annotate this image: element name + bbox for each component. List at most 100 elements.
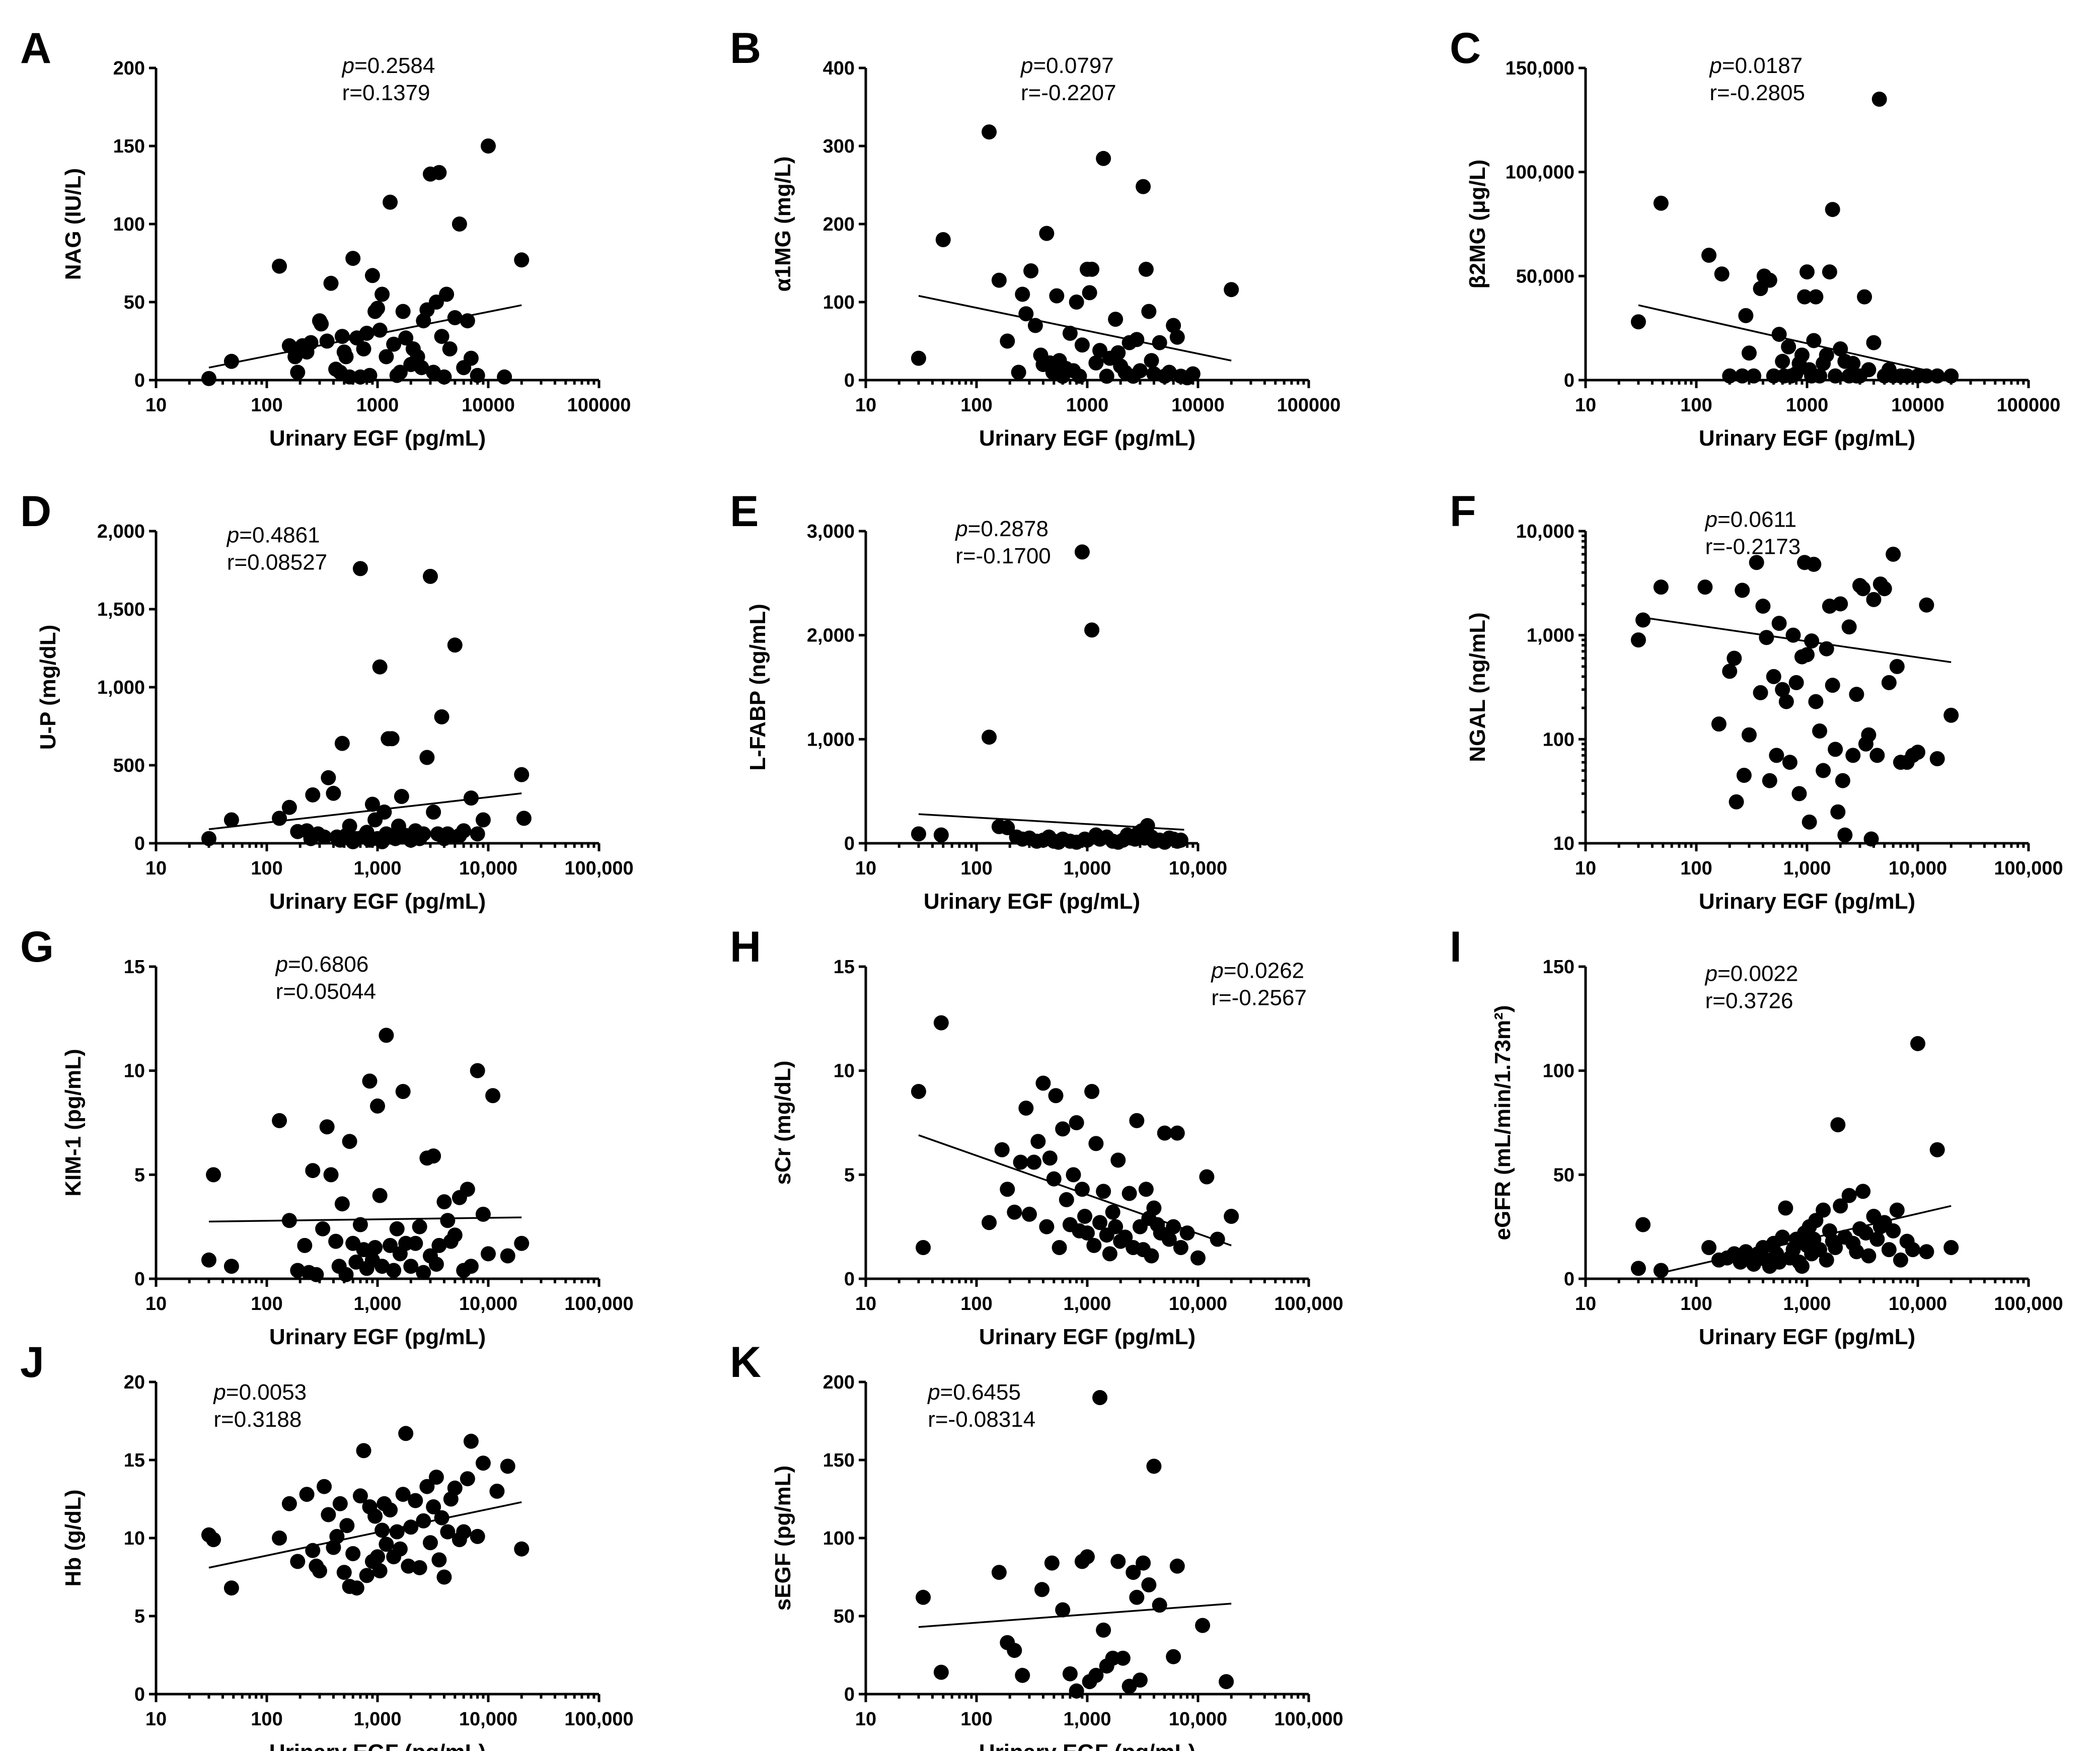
r-value: r=-0.2567 (1211, 985, 1307, 1010)
data-point (916, 1240, 931, 1255)
data-point (1046, 1171, 1062, 1187)
data-point (408, 1493, 423, 1508)
data-point (290, 1554, 306, 1569)
data-point (1714, 266, 1730, 282)
data-point (994, 1142, 1010, 1157)
x-tick-label: 100 (960, 1293, 992, 1315)
data-point (933, 827, 949, 843)
data-point (1015, 1667, 1030, 1683)
p-value: p=0.0187 (1708, 53, 1803, 78)
data-point (1799, 264, 1815, 280)
data-point (1195, 1618, 1211, 1633)
data-point (442, 341, 458, 356)
x-tick-label: 100000 (1997, 395, 2061, 416)
data-point (374, 286, 390, 302)
data-point (1771, 327, 1787, 342)
x-tick-label: 10,000 (459, 858, 517, 879)
data-point (431, 1237, 447, 1253)
data-point (460, 313, 475, 329)
data-point (287, 349, 303, 364)
data-point (1144, 353, 1159, 369)
y-axis-title: NGAL (ng/mL) (1465, 612, 1490, 762)
p-value: p=0.2878 (954, 517, 1048, 541)
data-point (500, 1248, 515, 1264)
data-point (982, 124, 997, 140)
p-value: p=0.0797 (1020, 53, 1114, 78)
data-point (370, 1098, 385, 1114)
data-point (1173, 1240, 1188, 1255)
y-axis-title: sEGF (pg/mL) (771, 1466, 795, 1611)
data-point (1919, 1244, 1934, 1260)
data-point (1741, 727, 1757, 743)
x-tick-label: 10,000 (459, 1709, 517, 1730)
data-point (1819, 347, 1834, 363)
data-point (272, 1530, 287, 1546)
p-value: p=0.0022 (1704, 962, 1798, 986)
data-point (1701, 1240, 1717, 1255)
data-point (389, 1221, 405, 1236)
data-point (1863, 831, 1879, 847)
data-point (1000, 820, 1015, 835)
y-tick-label: 50 (834, 1606, 855, 1627)
x-tick-label: 100 (960, 858, 992, 879)
data-point (1845, 355, 1861, 371)
data-point (1835, 773, 1850, 788)
data-point (338, 349, 354, 364)
x-tick-label: 10,000 (1169, 1293, 1227, 1315)
r-value: r=-0.2207 (1021, 81, 1116, 105)
data-point (436, 369, 452, 385)
data-point (1855, 581, 1871, 597)
data-point (1833, 1198, 1848, 1214)
data-point (1132, 1672, 1148, 1688)
data-point (1762, 773, 1777, 788)
y-tick-label: 15 (834, 957, 855, 978)
data-point (1905, 1242, 1920, 1258)
x-tick-label: 10 (1575, 858, 1596, 879)
data-point (911, 350, 926, 366)
data-point (911, 826, 926, 842)
data-point (1943, 707, 1959, 723)
y-tick-label: 0 (1564, 370, 1574, 391)
data-point (1808, 1213, 1824, 1228)
panel-letter: C (1450, 24, 1481, 72)
r-value: r=-0.08314 (928, 1407, 1035, 1432)
data-point (1828, 368, 1843, 384)
x-tick-label: 100,000 (1274, 1293, 1343, 1315)
data-point (1899, 368, 1915, 384)
data-point (312, 1563, 327, 1579)
data-point (1074, 1182, 1090, 1197)
x-tick-label: 100,000 (1994, 858, 2063, 879)
data-point (383, 1237, 398, 1253)
data-point (436, 1569, 452, 1585)
data-point (401, 1558, 416, 1574)
data-point (1753, 685, 1768, 700)
x-tick-label: 10000 (1171, 395, 1225, 416)
p-value: p=0.6455 (927, 1380, 1021, 1405)
data-point (317, 1479, 332, 1494)
y-axis-title: β2MG (μg/L) (1465, 160, 1490, 289)
x-tick-label: 10000 (1891, 395, 1944, 416)
data-point (1140, 818, 1155, 833)
data-point (475, 812, 491, 828)
data-point (1062, 326, 1078, 341)
p-value-number: =0.2878 (968, 517, 1048, 541)
data-point (470, 826, 485, 842)
data-point (1141, 1577, 1157, 1592)
data-point (372, 1563, 388, 1579)
data-point (1013, 1154, 1028, 1170)
data-point (1190, 1250, 1206, 1266)
panel-i: I 0 50 100 150 10 100 1,000 10,000 100,000 Urinary… (1450, 923, 2063, 1349)
data-point (1007, 1643, 1022, 1658)
data-point (1929, 1142, 1945, 1157)
data-point (1166, 1649, 1181, 1664)
y-tick-label: 3,000 (807, 521, 855, 542)
data-point (364, 268, 380, 283)
y-tick-label: 0 (134, 370, 145, 391)
y-tick-label: 5 (844, 1164, 855, 1186)
y-axis-title: Hb (g/dL) (61, 1489, 86, 1586)
data-point (1759, 630, 1774, 645)
data-point (1039, 226, 1055, 241)
data-point (370, 1549, 385, 1565)
data-point (1026, 1154, 1042, 1170)
data-point (1141, 304, 1157, 319)
